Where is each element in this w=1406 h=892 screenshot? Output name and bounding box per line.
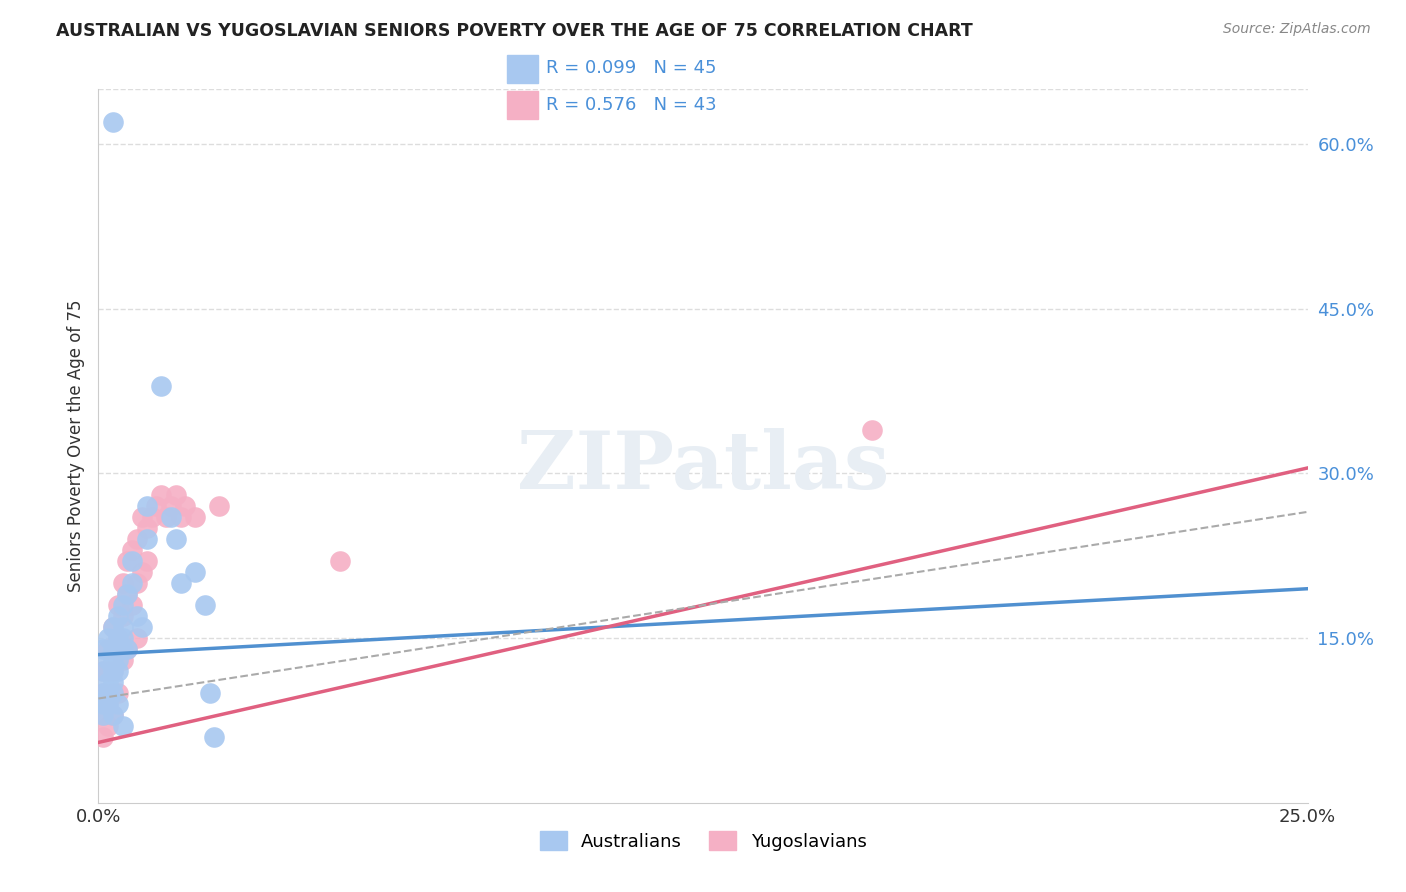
Point xyxy=(117,554,139,568)
Text: ZIPatlas: ZIPatlas xyxy=(517,428,889,507)
Point xyxy=(111,719,134,733)
Point xyxy=(169,510,191,524)
Point xyxy=(121,576,143,591)
Point xyxy=(117,642,139,657)
Point xyxy=(97,697,120,711)
Point xyxy=(111,642,134,657)
Point xyxy=(101,686,124,700)
Point xyxy=(97,719,120,733)
Point xyxy=(97,686,120,700)
Point xyxy=(204,730,226,744)
Point xyxy=(101,642,124,657)
Point xyxy=(184,510,207,524)
Point xyxy=(101,675,124,690)
Text: R = 0.576   N = 43: R = 0.576 N = 43 xyxy=(546,95,717,114)
Point xyxy=(91,686,114,700)
Point xyxy=(91,697,114,711)
Point xyxy=(101,664,124,678)
Y-axis label: Seniors Poverty Over the Age of 75: Seniors Poverty Over the Age of 75 xyxy=(66,300,84,592)
Point xyxy=(101,653,124,667)
Point xyxy=(91,708,114,723)
Point xyxy=(208,500,231,514)
Point xyxy=(135,554,157,568)
Point xyxy=(329,554,352,568)
Point xyxy=(97,675,120,690)
Bar xyxy=(508,54,537,83)
Point xyxy=(101,642,124,657)
Point xyxy=(160,500,183,514)
Point xyxy=(141,510,163,524)
Point xyxy=(127,609,149,624)
Point xyxy=(121,598,143,612)
Point xyxy=(165,488,187,502)
Point xyxy=(117,642,139,657)
Text: R = 0.099   N = 45: R = 0.099 N = 45 xyxy=(546,60,716,78)
Text: AUSTRALIAN VS YUGOSLAVIAN SENIORS POVERTY OVER THE AGE OF 75 CORRELATION CHART: AUSTRALIAN VS YUGOSLAVIAN SENIORS POVERT… xyxy=(56,22,973,40)
Point xyxy=(97,631,120,645)
Point xyxy=(107,697,129,711)
Point xyxy=(91,708,114,723)
Point xyxy=(107,598,129,612)
Point xyxy=(160,510,183,524)
Point xyxy=(135,500,157,514)
Point xyxy=(107,631,129,645)
Point xyxy=(121,554,143,568)
Point xyxy=(101,620,124,634)
Point xyxy=(101,708,124,723)
Point xyxy=(111,653,134,667)
Point xyxy=(121,543,143,558)
Point xyxy=(184,566,207,580)
Point xyxy=(131,566,153,580)
Point xyxy=(107,686,129,700)
Point xyxy=(135,533,157,547)
Point xyxy=(97,697,120,711)
Point xyxy=(135,521,157,535)
Point xyxy=(91,686,114,700)
Point xyxy=(145,500,167,514)
Legend: Australians, Yugoslavians: Australians, Yugoslavians xyxy=(533,824,873,858)
Point xyxy=(111,620,134,634)
Point xyxy=(111,609,134,624)
Point xyxy=(91,664,114,678)
Point xyxy=(101,686,124,700)
Point xyxy=(91,730,114,744)
Point xyxy=(107,664,129,678)
Point xyxy=(127,533,149,547)
Text: Source: ZipAtlas.com: Source: ZipAtlas.com xyxy=(1223,22,1371,37)
Bar xyxy=(508,91,537,120)
Point xyxy=(91,664,114,678)
Point xyxy=(150,378,173,392)
Point xyxy=(174,500,197,514)
Point xyxy=(97,653,120,667)
Point xyxy=(111,576,134,591)
Point xyxy=(107,653,129,667)
Point xyxy=(117,587,139,601)
Point xyxy=(101,664,124,678)
Point xyxy=(131,510,153,524)
Point xyxy=(111,598,134,612)
Point xyxy=(97,664,120,678)
Point xyxy=(117,587,139,601)
Point xyxy=(107,609,129,624)
Point xyxy=(860,423,883,437)
Point xyxy=(127,576,149,591)
Point xyxy=(194,598,217,612)
Point xyxy=(101,620,124,634)
Point xyxy=(127,631,149,645)
Point xyxy=(101,115,124,129)
Point xyxy=(111,631,134,645)
Point xyxy=(97,642,120,657)
Point xyxy=(150,488,173,502)
Point xyxy=(165,533,187,547)
Point xyxy=(107,631,129,645)
Point xyxy=(91,642,114,657)
Point xyxy=(107,642,129,657)
Point xyxy=(198,686,221,700)
Point xyxy=(169,576,191,591)
Point xyxy=(155,510,177,524)
Point xyxy=(101,708,124,723)
Point xyxy=(131,620,153,634)
